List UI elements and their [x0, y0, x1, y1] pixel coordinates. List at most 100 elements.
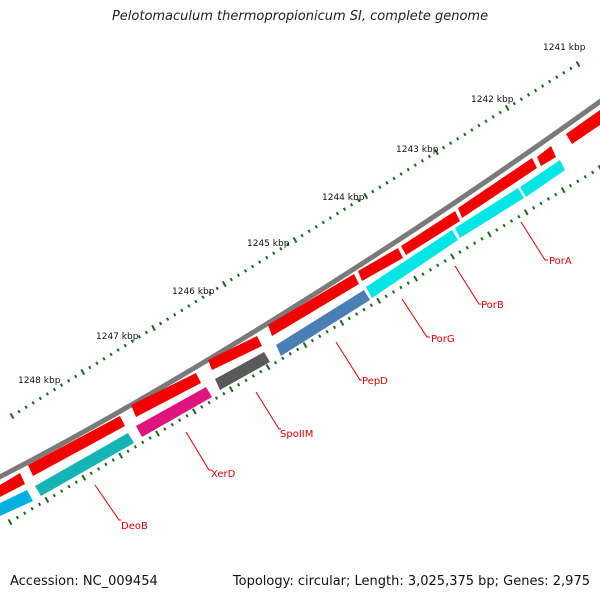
kbp-tick [541, 84, 545, 88]
kbp-tick [31, 401, 35, 405]
inner-tick [465, 245, 469, 250]
inner-tick [7, 518, 13, 526]
forward-gene[interactable] [208, 336, 262, 370]
gene-bar-porb[interactable] [455, 188, 524, 238]
inner-tick [523, 209, 529, 216]
gene-labels: PorA PorB PorG PepD SpoIIM XerD DeoB [94, 221, 572, 532]
forward-gene[interactable] [566, 110, 600, 144]
genome-backbone [0, 98, 600, 480]
gene-label-text: PepD [362, 376, 388, 387]
gene-label-xerd: XerD [185, 431, 236, 480]
forward-gene[interactable] [401, 211, 460, 255]
gene-bar-porg[interactable] [366, 230, 458, 298]
forward-gene[interactable] [0, 473, 25, 497]
forward-gene[interactable] [131, 373, 201, 417]
inner-tick [81, 474, 87, 481]
gene-label-text: XerD [211, 469, 236, 480]
gene-label-porg: PorG [401, 298, 455, 345]
kbp-label: 1244 kbp [322, 193, 365, 203]
kbp-tick [88, 365, 92, 370]
kbp-tick [243, 269, 248, 273]
kbp-tick [187, 304, 191, 308]
inner-tick [89, 471, 93, 476]
kbp-tick [484, 119, 488, 123]
kbp-tick [342, 207, 347, 211]
kbp-tick [470, 128, 474, 132]
kbp-tick [180, 308, 184, 313]
forward-gene[interactable] [458, 158, 537, 218]
inner-tick [178, 418, 182, 423]
kbp-label: 1245 kbp [247, 239, 290, 249]
inner-tick [339, 319, 345, 326]
inner-tick [126, 449, 130, 453]
inner-tick [597, 164, 600, 172]
accession-text: Accession: NC_009454 [10, 574, 158, 589]
gene-bar-spoiim[interactable] [215, 352, 270, 390]
gene-bar-deob[interactable] [35, 433, 134, 496]
inner-tick [347, 316, 351, 321]
inner-tick [458, 250, 462, 254]
inner-tick [384, 294, 388, 299]
inner-tick [163, 427, 167, 431]
kbp-label: 1247 kbp [96, 332, 139, 342]
kbp-tick [116, 348, 120, 352]
gene-bar-pepd[interactable] [276, 290, 370, 356]
inner-tick [200, 405, 204, 409]
inner-tick [237, 383, 241, 387]
kbp-tick [420, 159, 424, 163]
kbp-tick [80, 368, 86, 376]
inner-tick [436, 263, 440, 268]
kbp-tick [357, 198, 361, 203]
kbp-tick [279, 247, 283, 251]
forward-gene[interactable] [268, 274, 359, 336]
kbp-tick [45, 392, 49, 396]
inner-tick [259, 369, 263, 374]
inner-tick [391, 290, 396, 294]
forward-gene[interactable] [358, 248, 403, 281]
kbp-tick [208, 291, 212, 295]
gene-label-text: PorG [431, 334, 455, 345]
kbp-tick [477, 123, 481, 128]
inner-tick [332, 325, 337, 330]
kbp-tick [441, 145, 446, 150]
inner-tick [355, 312, 359, 316]
kbp-tick [533, 88, 538, 93]
kbp-label: 1248 kbp [18, 376, 61, 386]
gene-label-text: DeoB [121, 521, 148, 532]
inner-tick [185, 414, 189, 418]
genome-summary-text: Topology: circular; Length: 3,025,375 bp… [232, 574, 590, 589]
kbp-tick [292, 236, 298, 244]
kbp-tick [463, 132, 467, 137]
kbp-tick [307, 229, 311, 233]
inner-tick [192, 408, 197, 415]
inner-tick [244, 378, 248, 383]
kbp-tick [102, 357, 106, 361]
kbp-tick [123, 343, 127, 348]
inner-tick [141, 440, 145, 445]
inner-tick [517, 214, 521, 219]
kbp-tick [24, 405, 28, 409]
kbp-tick [413, 163, 417, 167]
inner-tick [376, 297, 382, 304]
inner-tick [111, 458, 115, 462]
inner-tick [554, 192, 558, 197]
kbp-tick [562, 71, 566, 75]
gene-bar-pora[interactable] [520, 160, 565, 197]
inner-tick [428, 267, 432, 272]
inner-tick [96, 467, 101, 471]
inner-tick [473, 241, 477, 246]
gene-bar-xerd[interactable] [136, 387, 212, 437]
kbp-tick [526, 93, 531, 97]
inner-tick [539, 201, 543, 206]
inner-tick [576, 179, 580, 184]
kbp-tick [95, 361, 99, 365]
forward-gene[interactable] [537, 146, 556, 166]
kbp-tick [427, 154, 432, 159]
inner-tick [52, 493, 56, 498]
gene-bar-edge[interactable] [0, 490, 33, 516]
inner-tick [509, 219, 514, 223]
forward-gene[interactable] [28, 416, 125, 476]
kbp-tick [456, 137, 460, 141]
kbp-tick [258, 260, 262, 264]
